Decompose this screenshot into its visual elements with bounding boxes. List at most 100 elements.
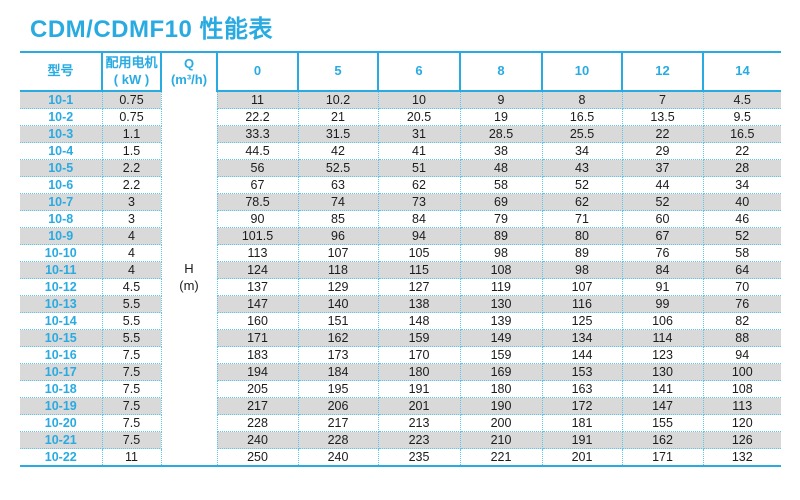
head-value-cell: 84	[378, 210, 461, 228]
head-value-cell: 130	[622, 363, 704, 381]
head-value-cell: 101.5	[217, 227, 299, 245]
model-cell: 10-13	[20, 295, 103, 313]
head-value-cell: 134	[542, 329, 623, 347]
head-value-cell: 144	[542, 346, 623, 364]
head-value-cell: 130	[460, 295, 543, 313]
head-value-cell: 118	[298, 261, 379, 279]
model-cell: 10-19	[20, 397, 103, 415]
head-value-cell: 52	[622, 193, 704, 211]
motor-kw-cell: 4.5	[102, 278, 162, 296]
head-value-cell: 73	[378, 193, 461, 211]
head-value-cell: 235	[378, 448, 461, 467]
head-value-cell: 98	[460, 244, 543, 262]
model-cell: 10-12	[20, 278, 103, 296]
head-value-cell: 180	[460, 380, 543, 398]
head-value-cell: 147	[217, 295, 299, 313]
head-value-cell: 183	[217, 346, 299, 364]
head-value-cell: 113	[217, 244, 299, 262]
head-value-cell: 71	[542, 210, 623, 228]
col-header-flow-12: 12	[621, 51, 703, 92]
head-value-cell: 153	[542, 363, 623, 381]
head-value-cell: 88	[703, 329, 781, 347]
motor-kw-cell: 2.2	[102, 176, 162, 194]
motor-kw-cell: 0.75	[102, 91, 162, 109]
model-cell: 10-18	[20, 380, 103, 398]
model-cell: 10-4	[20, 142, 103, 160]
head-value-cell: 79	[460, 210, 543, 228]
motor-kw-cell: 3	[102, 210, 162, 228]
table-header: 型号 配用电机 ( kW ) Q (m³/h) 0 5 6 8 10 12 14	[20, 51, 781, 92]
motor-kw-cell: 1.5	[102, 142, 162, 160]
model-cell: 10-8	[20, 210, 103, 228]
head-value-cell: 217	[217, 397, 299, 415]
head-value-cell: 163	[542, 380, 623, 398]
table-row: 10-19 7.5 217 206 201 190 172 147 113	[20, 397, 781, 415]
head-value-cell: 52	[703, 227, 781, 245]
head-value-cell: 64	[703, 261, 781, 279]
head-value-cell: 206	[298, 397, 379, 415]
head-value-cell: 116	[542, 295, 623, 313]
head-value-cell: 184	[298, 363, 379, 381]
head-value-cell: 162	[622, 431, 704, 449]
head-value-cell: 69	[460, 193, 543, 211]
head-value-cell: 120	[703, 414, 781, 432]
head-value-cell: 4.5	[703, 91, 781, 109]
head-value-cell: 139	[460, 312, 543, 330]
motor-kw-cell: 5.5	[102, 295, 162, 313]
head-value-cell: 221	[460, 448, 543, 467]
head-value-cell: 10.2	[298, 91, 379, 109]
model-cell: 10-5	[20, 159, 103, 177]
head-value-cell: 127	[378, 278, 461, 296]
motor-kw-cell: 4	[102, 227, 162, 245]
motor-kw-cell: 0.75	[102, 108, 162, 126]
head-value-cell: 191	[542, 431, 623, 449]
head-value-cell: 56	[217, 159, 299, 177]
model-cell: 10-15	[20, 329, 103, 347]
head-value-cell: 22	[703, 142, 781, 160]
head-value-cell: 63	[298, 176, 379, 194]
model-cell: 10-10	[20, 244, 103, 262]
model-cell: 10-3	[20, 125, 103, 143]
head-value-cell: 138	[378, 295, 461, 313]
table-row: 10-10 4 113 107 105 98 89 76 58	[20, 244, 781, 262]
head-value-cell: 58	[460, 176, 543, 194]
head-value-cell: 67	[217, 176, 299, 194]
head-value-cell: 129	[298, 278, 379, 296]
head-value-cell: 89	[542, 244, 623, 262]
head-value-cell: 159	[460, 346, 543, 364]
page-title: CDM/CDMF10 性能表	[30, 16, 274, 43]
head-value-cell: 200	[460, 414, 543, 432]
table-row: 10-2 0.75 22.2 21 20.5 19 16.5 13.5 9.5	[20, 108, 781, 126]
head-value-cell: 20.5	[378, 108, 461, 126]
head-value-cell: 99	[622, 295, 704, 313]
head-value-cell: 171	[622, 448, 704, 467]
head-value-cell: 31	[378, 125, 461, 143]
head-value-cell: 51	[378, 159, 461, 177]
head-value-cell: 137	[217, 278, 299, 296]
model-cell: 10-7	[20, 193, 103, 211]
col-header-flow-q: Q (m³/h)	[160, 51, 217, 91]
head-value-cell: 114	[622, 329, 704, 347]
head-value-cell: 34	[542, 142, 623, 160]
col-header-model: 型号	[20, 51, 102, 92]
head-value-cell: 62	[542, 193, 623, 211]
motor-kw-cell: 7.5	[102, 397, 162, 415]
table-row: 10-4 1.5 44.5 42 41 38 34 29 22	[20, 142, 781, 160]
head-value-cell: 40	[703, 193, 781, 211]
head-value-cell: 190	[460, 397, 543, 415]
head-value-cell: 74	[298, 193, 379, 211]
head-value-cell: 181	[542, 414, 623, 432]
head-value-cell: 52.5	[298, 159, 379, 177]
col-header-flow-8: 8	[459, 51, 542, 92]
table-row: 10-17 7.5 194 184 180 169 153 130 100	[20, 363, 781, 381]
head-value-cell: 228	[217, 414, 299, 432]
head-value-cell: 80	[542, 227, 623, 245]
table-row: 10-14 5.5 160 151 148 139 125 106 82	[20, 312, 781, 330]
motor-kw-cell: 7.5	[102, 380, 162, 398]
motor-kw-cell: 7.5	[102, 431, 162, 449]
head-value-cell: 43	[542, 159, 623, 177]
table-row: 10-13 5.5 147 140 138 130 116 99 76	[20, 295, 781, 313]
head-value-cell: 94	[378, 227, 461, 245]
head-value-cell: 85	[298, 210, 379, 228]
head-value-cell: 9.5	[703, 108, 781, 126]
